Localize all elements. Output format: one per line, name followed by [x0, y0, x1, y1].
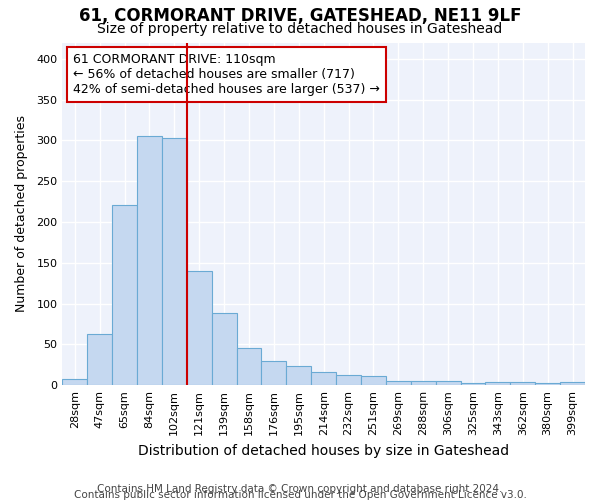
Y-axis label: Number of detached properties: Number of detached properties [15, 116, 28, 312]
Bar [511, 382, 535, 385]
Bar [112, 205, 137, 385]
X-axis label: Distribution of detached houses by size in Gateshead: Distribution of detached houses by size … [138, 444, 509, 458]
Bar [162, 138, 187, 385]
Text: 61 CORMORANT DRIVE: 110sqm
← 56% of detached houses are smaller (717)
42% of sem: 61 CORMORANT DRIVE: 110sqm ← 56% of deta… [73, 53, 380, 96]
Bar [62, 378, 87, 385]
Bar [87, 334, 112, 385]
Bar [187, 271, 212, 385]
Bar [262, 360, 286, 385]
Bar [560, 382, 585, 385]
Bar [461, 382, 485, 385]
Bar [485, 382, 511, 385]
Bar [336, 374, 361, 385]
Bar [212, 312, 236, 385]
Text: Contains public sector information licensed under the Open Government Licence v3: Contains public sector information licen… [74, 490, 526, 500]
Bar [137, 136, 162, 385]
Bar [436, 381, 461, 385]
Bar [311, 372, 336, 385]
Bar [411, 381, 436, 385]
Bar [535, 382, 560, 385]
Text: 61, CORMORANT DRIVE, GATESHEAD, NE11 9LF: 61, CORMORANT DRIVE, GATESHEAD, NE11 9LF [79, 8, 521, 26]
Bar [236, 348, 262, 385]
Bar [286, 366, 311, 385]
Text: Size of property relative to detached houses in Gateshead: Size of property relative to detached ho… [97, 22, 503, 36]
Text: Contains HM Land Registry data © Crown copyright and database right 2024.: Contains HM Land Registry data © Crown c… [97, 484, 503, 494]
Bar [386, 381, 411, 385]
Bar [361, 376, 386, 385]
